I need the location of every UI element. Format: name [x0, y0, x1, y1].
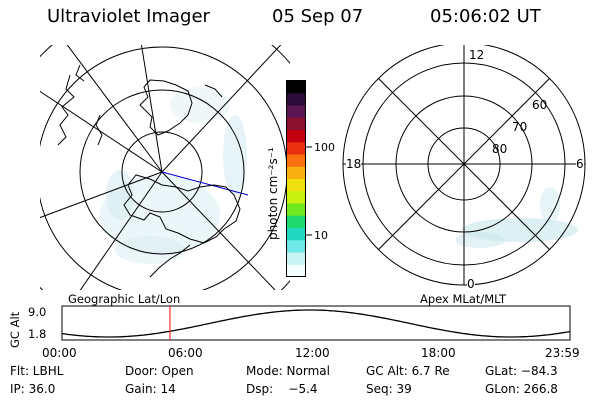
geographic-map [40, 45, 290, 290]
coastline [204, 84, 223, 98]
colorbar-segment [287, 81, 305, 94]
aurora-emission [455, 187, 578, 248]
coastline [123, 174, 241, 244]
meridian-line [40, 171, 163, 219]
meridian-line [79, 171, 163, 290]
mlat-label-80: 80 [492, 142, 508, 156]
altitude-curve [61, 309, 571, 338]
header-date: 05 Sep 07 [272, 6, 364, 27]
coastline [75, 64, 85, 82]
latitude-circle [121, 131, 203, 213]
colorbar-segment [287, 93, 305, 106]
mlt-label-18: 18 [346, 157, 362, 171]
coastline [139, 79, 193, 136]
meridian-line [161, 45, 282, 173]
colorbar-tick-label: 10 [314, 229, 328, 242]
gc-alt-status: GC Alt: 6.7 Re [366, 364, 450, 378]
filter-status: Flt: LBHL [10, 364, 64, 378]
sun-direction-line [161, 171, 249, 196]
colorbar-segment [287, 117, 305, 131]
door-status: Door: Open [125, 364, 194, 378]
aurora-emission [100, 87, 247, 264]
app-title: Ultraviolet Imager [47, 6, 210, 27]
colorbar-segment [287, 191, 305, 204]
coastline [95, 114, 103, 146]
coastline [149, 244, 191, 278]
mlt-line [378, 78, 550, 250]
meridian-line [140, 45, 163, 173]
colorbar-segment [287, 166, 305, 180]
colorbar-segment [287, 142, 305, 155]
mlat-label-70: 70 [512, 120, 528, 134]
time-tick-1200: 12:00 [295, 346, 330, 360]
time-tick-2359: 23:59 [545, 346, 580, 360]
right-panel-caption: Apex MLat/MLT [420, 292, 507, 306]
colorbar-segment [287, 215, 305, 229]
mlt-label-12: 12 [469, 48, 485, 62]
meridian-line [161, 171, 276, 290]
colorbar-segment [287, 264, 305, 277]
colorbar-gradient [287, 81, 305, 277]
colorbar-segment [287, 252, 305, 266]
altitude-tick-high: 9.0 [28, 305, 47, 319]
colorbar [286, 80, 306, 277]
coastline [57, 74, 75, 146]
header-time: 05:06:02 UT [430, 6, 541, 27]
altitude-track-plot [61, 305, 571, 341]
gain-status: Gain: 14 [125, 382, 176, 396]
glat-status: GLat: −84.3 [485, 364, 558, 378]
mode-status: Mode: Normal [246, 364, 330, 378]
colorbar-segment [287, 130, 305, 143]
time-tick-1800: 18:00 [421, 346, 456, 360]
mlt-label-6: 6 [576, 157, 584, 171]
colorbar-unit-label: photon cm⁻²s⁻¹ [266, 147, 280, 240]
ip-status: IP: 36.0 [10, 382, 56, 396]
time-tick-0000: 00:00 [42, 346, 77, 360]
altitude-track-frame [61, 305, 571, 341]
meridian-line [40, 90, 163, 173]
left-panel-caption: Geographic Lat/Lon [68, 292, 181, 306]
altitude-tick-low: 1.8 [28, 327, 47, 341]
colorbar-axis: 100 10 [306, 141, 335, 242]
latitude-circle [79, 89, 245, 255]
mlt-label-0: 0 [467, 277, 475, 291]
seq-status: Seq: 39 [366, 382, 412, 396]
colorbar-segment [287, 154, 305, 168]
colorbar-segment [287, 240, 305, 253]
mlat-label-60: 60 [532, 98, 548, 112]
glon-status: GLon: 266.8 [485, 382, 558, 396]
magnetic-grid [342, 45, 586, 286]
altitude-axis-label: GC Alt [8, 311, 22, 348]
colorbar-segment [287, 228, 305, 241]
meridian-line [66, 45, 163, 173]
colorbar-segment [287, 203, 305, 217]
colorbar-segment [287, 105, 305, 119]
time-tick-0600: 06:00 [168, 346, 203, 360]
colorbar-segment [287, 179, 305, 192]
colorbar-tick-label: 100 [314, 141, 335, 154]
dsp-status: Dsp: −5.4 [246, 382, 318, 396]
